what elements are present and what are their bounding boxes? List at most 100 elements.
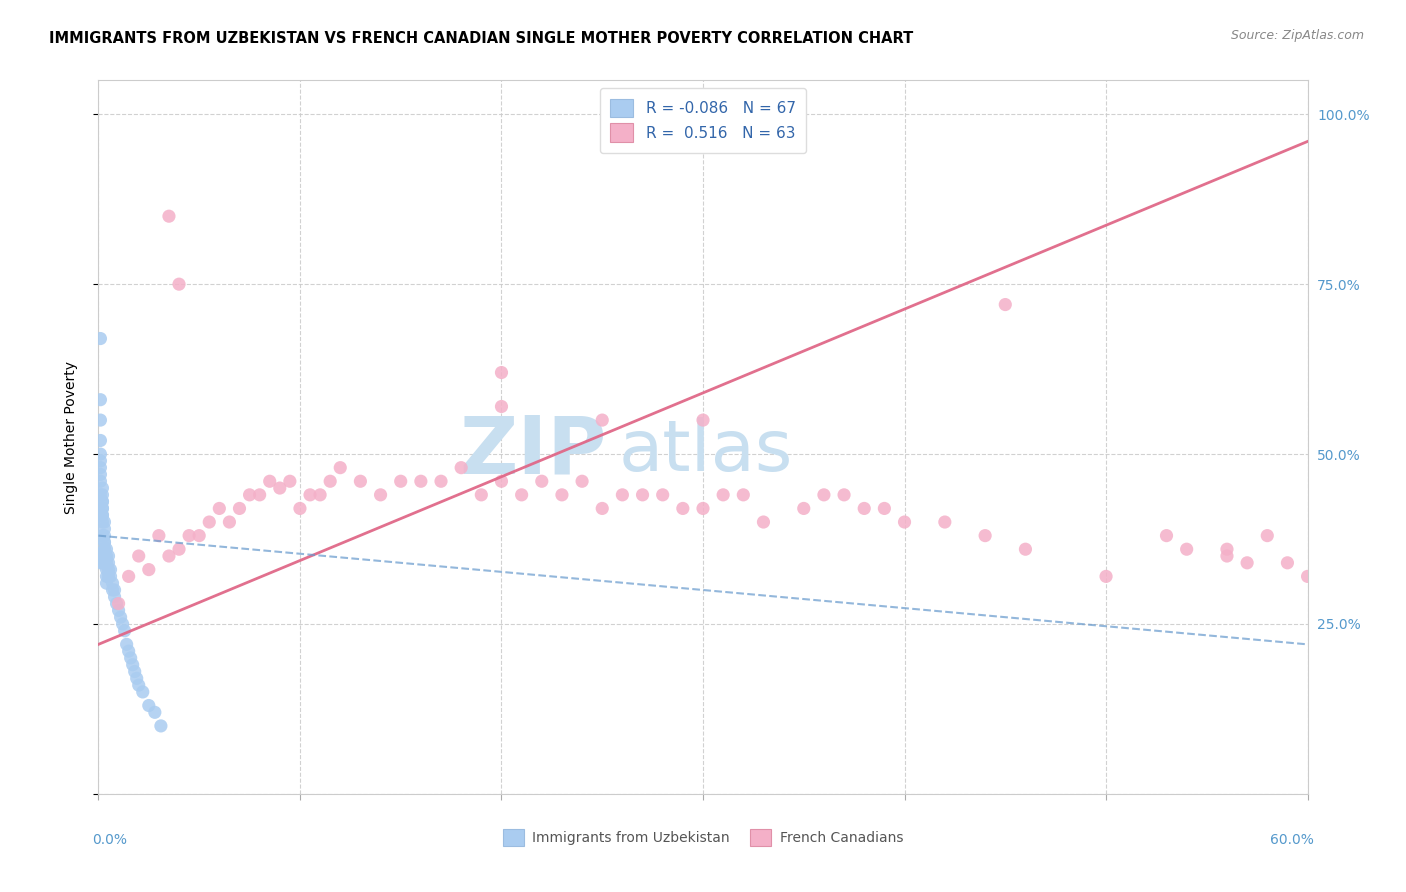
Point bbox=[259, 475, 281, 489]
Point bbox=[309, 488, 332, 502]
Point bbox=[370, 488, 392, 502]
Point bbox=[873, 501, 896, 516]
Point bbox=[89, 332, 111, 346]
Point bbox=[93, 549, 115, 563]
Point bbox=[510, 488, 533, 502]
Point bbox=[93, 542, 115, 557]
Point bbox=[1156, 528, 1178, 542]
Point bbox=[692, 413, 714, 427]
Point bbox=[551, 488, 574, 502]
Point bbox=[299, 488, 322, 502]
Point bbox=[188, 528, 211, 542]
Point bbox=[832, 488, 855, 502]
Point bbox=[91, 515, 114, 529]
Point bbox=[319, 475, 342, 489]
Point bbox=[752, 515, 775, 529]
Point bbox=[132, 685, 155, 699]
Text: 60.0%: 60.0% bbox=[1270, 833, 1313, 847]
Point bbox=[110, 610, 132, 624]
Point bbox=[89, 556, 111, 570]
Point bbox=[96, 569, 118, 583]
Point bbox=[121, 657, 143, 672]
Point bbox=[124, 665, 146, 679]
Text: 0.0%: 0.0% bbox=[93, 833, 128, 847]
Point bbox=[89, 460, 111, 475]
Point bbox=[409, 475, 432, 489]
Point bbox=[91, 494, 114, 508]
Point bbox=[120, 651, 142, 665]
Point bbox=[733, 488, 755, 502]
Point bbox=[349, 475, 371, 489]
Point bbox=[89, 467, 111, 482]
Legend: Immigrants from Uzbekistan, French Canadians: Immigrants from Uzbekistan, French Canad… bbox=[498, 823, 908, 851]
Point bbox=[149, 719, 172, 733]
Point bbox=[97, 556, 120, 570]
Point bbox=[711, 488, 734, 502]
Point bbox=[138, 698, 160, 713]
Point bbox=[974, 528, 997, 542]
Point bbox=[93, 549, 115, 563]
Point bbox=[218, 515, 240, 529]
Text: ZIP: ZIP bbox=[458, 412, 606, 491]
Point bbox=[591, 413, 613, 427]
Point bbox=[994, 297, 1017, 311]
Point bbox=[239, 488, 262, 502]
Point bbox=[631, 488, 654, 502]
Point bbox=[793, 501, 815, 516]
Point bbox=[125, 671, 148, 685]
Point bbox=[91, 501, 114, 516]
Point bbox=[93, 549, 115, 563]
Point bbox=[96, 549, 118, 563]
Point bbox=[97, 549, 120, 563]
Point bbox=[115, 637, 138, 651]
Point bbox=[91, 556, 114, 570]
Point bbox=[89, 447, 111, 461]
Point bbox=[491, 475, 513, 489]
Point bbox=[100, 563, 122, 577]
Point bbox=[269, 481, 291, 495]
Point bbox=[1296, 569, 1319, 583]
Point bbox=[530, 475, 553, 489]
Point bbox=[167, 542, 190, 557]
Point bbox=[893, 515, 915, 529]
Point bbox=[692, 501, 714, 516]
Point bbox=[101, 576, 124, 591]
Point bbox=[91, 501, 114, 516]
Point bbox=[128, 549, 150, 563]
Point bbox=[97, 563, 120, 577]
Text: atlas: atlas bbox=[619, 417, 793, 486]
Point bbox=[118, 644, 141, 658]
Point bbox=[278, 475, 301, 489]
Point bbox=[118, 569, 141, 583]
Point bbox=[89, 392, 111, 407]
Point bbox=[93, 515, 115, 529]
Point bbox=[93, 542, 115, 557]
Point bbox=[1014, 542, 1036, 557]
Point bbox=[111, 617, 134, 632]
Point bbox=[107, 597, 129, 611]
Point bbox=[430, 475, 453, 489]
Point bbox=[105, 597, 128, 611]
Point bbox=[198, 515, 221, 529]
Point bbox=[491, 366, 513, 380]
Point bbox=[157, 549, 180, 563]
Point bbox=[651, 488, 673, 502]
Point bbox=[93, 556, 115, 570]
Point bbox=[389, 475, 412, 489]
Point bbox=[97, 569, 120, 583]
Point bbox=[96, 576, 118, 591]
Point bbox=[96, 563, 118, 577]
Point bbox=[100, 569, 122, 583]
Point bbox=[91, 508, 114, 523]
Point bbox=[103, 590, 125, 604]
Point bbox=[249, 488, 271, 502]
Point bbox=[89, 488, 111, 502]
Point bbox=[89, 413, 111, 427]
Point bbox=[853, 501, 876, 516]
Point bbox=[450, 460, 472, 475]
Point bbox=[1256, 528, 1278, 542]
Text: IMMIGRANTS FROM UZBEKISTAN VS FRENCH CANADIAN SINGLE MOTHER POVERTY CORRELATION : IMMIGRANTS FROM UZBEKISTAN VS FRENCH CAN… bbox=[49, 31, 914, 46]
Point bbox=[143, 706, 166, 720]
Point bbox=[208, 501, 231, 516]
Y-axis label: Single Mother Poverty: Single Mother Poverty bbox=[63, 360, 77, 514]
